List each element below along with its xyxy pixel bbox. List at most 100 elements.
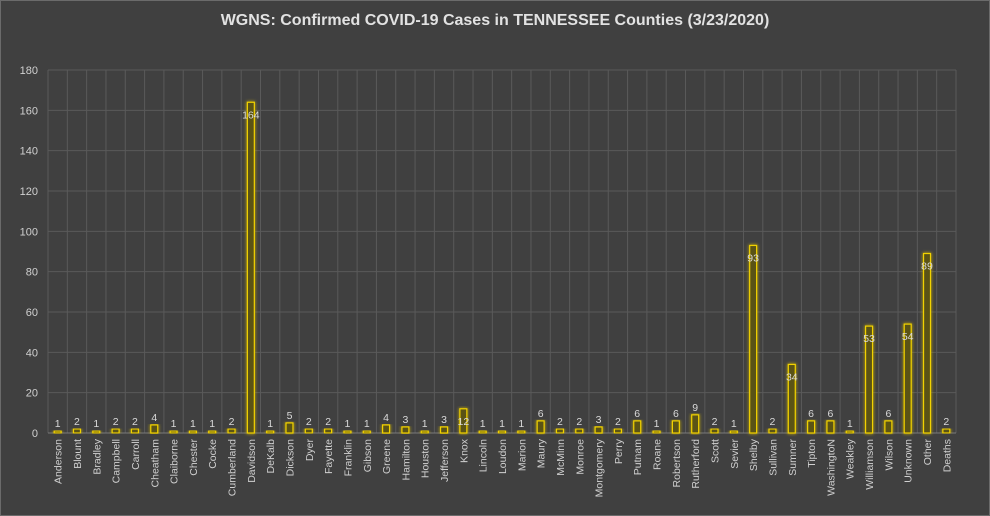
data-label: 93	[747, 252, 759, 264]
bar-monroe	[575, 428, 584, 434]
category-label: Anderson	[53, 439, 65, 484]
bar-blount	[72, 428, 82, 434]
bar-carroll	[130, 428, 140, 434]
bar-gibson	[362, 430, 371, 434]
category-label: Sevier	[729, 439, 741, 469]
y-tick-label: 40	[26, 347, 38, 359]
category-label: Montgomery	[594, 438, 606, 497]
bar-lincoln	[478, 430, 487, 434]
bar-dickson	[285, 422, 294, 434]
data-label: 1	[731, 418, 737, 430]
data-label: 89	[921, 261, 933, 273]
category-label: Perry	[613, 438, 625, 464]
category-label: DeKalb	[265, 439, 277, 474]
data-label: 2	[306, 416, 312, 428]
category-label: Cocke	[207, 439, 219, 469]
y-tick-label: 20	[26, 388, 38, 400]
data-label: 1	[209, 418, 215, 430]
bar-mcminn	[555, 428, 565, 434]
bar-weakley	[845, 430, 854, 434]
category-label: Fayette	[323, 439, 335, 474]
y-tick-label: 140	[20, 146, 38, 158]
category-label: Jefferson	[439, 439, 451, 482]
data-label: 1	[847, 418, 853, 430]
data-label: 2	[943, 416, 949, 428]
bar-unknown	[903, 323, 912, 434]
category-label: Greene	[381, 439, 393, 474]
data-label: 1	[364, 418, 370, 430]
bar-jefferson	[439, 426, 449, 434]
bar-scott	[710, 428, 719, 434]
bar-claiborne	[169, 430, 178, 434]
category-label: WashingtoN	[825, 439, 837, 496]
data-label: 3	[441, 414, 447, 426]
category-label: Scott	[710, 439, 722, 463]
data-label: 4	[383, 412, 389, 424]
data-label: 6	[885, 408, 891, 420]
data-label: 3	[596, 414, 602, 426]
category-label: Cumberland	[227, 439, 239, 496]
data-label: 1	[171, 418, 177, 430]
y-tick-label: 60	[26, 307, 38, 319]
bar-cocke	[208, 430, 217, 434]
bar-roane	[652, 430, 661, 434]
bar-putnam	[633, 420, 642, 434]
data-label: 6	[808, 408, 814, 420]
data-label: 2	[132, 416, 138, 428]
data-label: 2	[770, 416, 776, 428]
data-label: 1	[518, 418, 524, 430]
category-label: Other	[922, 439, 934, 466]
category-label: Claiborne	[169, 439, 181, 484]
bar-cheatham	[150, 424, 159, 434]
data-label: 4	[151, 412, 157, 424]
data-label: 34	[786, 371, 798, 383]
bar-cumberland	[227, 428, 236, 434]
data-label: 9	[692, 402, 698, 414]
bar-chester	[188, 430, 197, 434]
bar-deaths	[942, 428, 951, 434]
category-label: McMinn	[555, 439, 567, 476]
bar-tipton	[807, 420, 816, 434]
bar-washington	[826, 420, 835, 434]
bar-robertson	[671, 420, 680, 434]
bar-montgomery	[594, 426, 603, 434]
bar-other	[922, 252, 932, 434]
y-tick-label: 100	[20, 226, 38, 238]
category-label: Chester	[188, 438, 200, 475]
data-label: 1	[190, 418, 196, 430]
data-label: 6	[828, 408, 834, 420]
bar-davidson	[246, 101, 255, 434]
bar-dyer	[304, 428, 313, 434]
bar-greene	[382, 424, 391, 434]
data-label: 164	[242, 109, 260, 121]
category-label: Loudon	[497, 439, 509, 474]
category-label: Knox	[458, 438, 470, 463]
data-label: 2	[113, 416, 119, 428]
bar-shelby	[749, 244, 758, 434]
data-label: 1	[55, 418, 61, 430]
data-label: 2	[712, 416, 718, 428]
category-label: Williamson	[864, 439, 876, 490]
data-label: 12	[458, 416, 470, 428]
bar-knox	[459, 408, 468, 434]
category-label: Dickson	[284, 439, 296, 477]
category-label: Cheatham	[149, 439, 161, 488]
bar-hamilton	[401, 426, 410, 434]
bar-maury	[536, 420, 545, 434]
category-label: Shelby	[748, 438, 760, 471]
y-tick-label: 80	[26, 267, 38, 279]
data-label: 1	[422, 418, 428, 430]
chart-title: WGNS: Confirmed COVID-19 Cases in TENNES…	[220, 12, 770, 29]
category-label: Carroll	[130, 439, 142, 470]
bar-wilson	[884, 420, 893, 434]
category-label: Dyer	[304, 438, 316, 461]
data-label: 2	[615, 416, 621, 428]
data-label: 6	[673, 408, 679, 420]
data-label: 6	[538, 408, 544, 420]
bar-loudon	[497, 430, 507, 434]
y-tick-label: 180	[20, 65, 38, 77]
category-label: Gibson	[362, 439, 374, 472]
category-label: Tipton	[806, 439, 818, 468]
